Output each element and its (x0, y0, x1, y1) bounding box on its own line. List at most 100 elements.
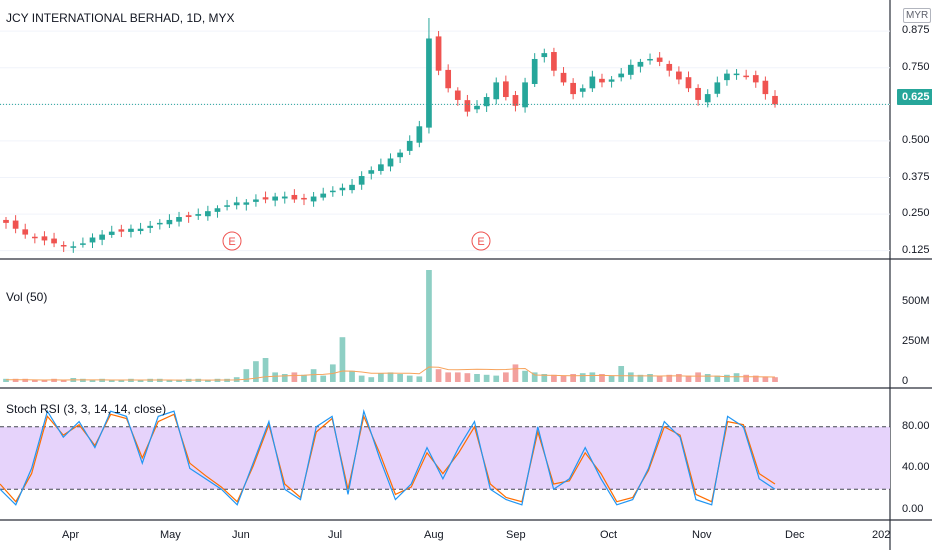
candle-body (493, 82, 500, 100)
price-tick-label: 0.875 (902, 24, 930, 37)
candle-body (627, 64, 634, 75)
volume-bar (378, 373, 384, 382)
volume-bar (599, 374, 605, 382)
volume-bar (560, 375, 567, 382)
volume-bar (752, 375, 759, 382)
volume-bar (426, 270, 432, 382)
candle-body (397, 152, 403, 158)
x-axis-label: 202 (872, 529, 891, 541)
volume-bar (387, 372, 394, 382)
candle-body (41, 236, 48, 241)
candle-body (214, 208, 221, 212)
candle-body (387, 158, 394, 167)
candle-body (570, 82, 576, 95)
candle-body (339, 187, 346, 191)
earnings-marker (222, 231, 242, 251)
volume-bar (358, 375, 365, 382)
candle-body (733, 73, 740, 76)
candle-body (3, 219, 9, 223)
volume-bar (695, 372, 701, 382)
candle-body (666, 63, 673, 71)
candle-body (454, 90, 461, 100)
volume-bar (3, 378, 9, 382)
candle-body (618, 73, 625, 78)
volume-bar (205, 379, 211, 382)
volume-bar (704, 374, 711, 382)
candle-body (349, 184, 355, 191)
candle-body (752, 75, 759, 83)
candle-body (512, 95, 519, 106)
symbol-title[interactable]: JCY INTERNATIONAL BERHAD, 1D, MYX (6, 11, 235, 25)
candle-body (762, 80, 769, 95)
candle-body (647, 58, 653, 61)
x-axis-label: Jun (232, 529, 250, 541)
price-tick-label: 0.375 (902, 170, 930, 183)
volume-bar (253, 361, 259, 382)
candle-body (99, 234, 105, 240)
currency-badge[interactable]: MYR (903, 8, 932, 23)
candle-body (320, 193, 327, 198)
candle-body (310, 196, 317, 202)
candle-body (329, 190, 336, 193)
volume-bar (445, 372, 452, 382)
volume-bar (320, 375, 327, 382)
candle-body (589, 76, 596, 89)
volume-bar (676, 374, 682, 382)
volume-title[interactable]: Vol (50) (6, 290, 48, 304)
candle-body (531, 58, 538, 84)
candle-body (281, 196, 288, 199)
volume-bar (176, 379, 182, 382)
candle-body (368, 170, 375, 174)
volume-bar (618, 366, 625, 382)
candle-body (205, 211, 211, 217)
volume-bar (272, 372, 278, 382)
volume-bar (608, 375, 615, 382)
x-axis-label: Nov (692, 529, 712, 541)
volume-bar (118, 379, 125, 382)
volume-bar (474, 374, 480, 382)
volume-bar (22, 378, 29, 382)
candle-body (445, 69, 452, 89)
volume-bar (464, 373, 471, 382)
volume-bar (743, 374, 750, 382)
candle-body (262, 197, 269, 200)
volume-bar (512, 364, 519, 382)
candle-body (118, 229, 125, 232)
candle-body (243, 202, 250, 205)
volume-bar (281, 374, 288, 382)
volume-bar (243, 369, 250, 382)
volume-bar (522, 370, 528, 382)
earnings-marker-label: E (228, 236, 235, 248)
volume-bar (579, 373, 586, 382)
candle-body (233, 202, 240, 206)
candle-body (22, 229, 29, 235)
candle-body (31, 236, 38, 239)
volume-bar (647, 374, 653, 382)
candle-body (176, 217, 182, 222)
volume-ma-line (6, 366, 776, 381)
candle-body (503, 81, 509, 98)
x-axis-label: Aug (424, 529, 444, 541)
volume-bar (80, 378, 86, 382)
candle-body (464, 100, 471, 112)
price-tick-label: 0.500 (902, 133, 930, 146)
volume-bar (541, 374, 548, 382)
volume-bar (262, 358, 269, 382)
stoch-tick-label: 0.00 (902, 503, 924, 515)
volume-bar (291, 372, 298, 382)
stoch-band (0, 426, 890, 490)
candle-body (301, 197, 307, 200)
volume-bar (301, 374, 307, 382)
volume-bar (493, 375, 500, 382)
volume-bar (416, 376, 423, 382)
candle-body (137, 228, 144, 232)
candle-body (291, 194, 298, 200)
stoch-rsi-title[interactable]: Stoch RSI (3, 3, 14, 14, close) (6, 402, 167, 416)
earnings-marker-label: E (477, 236, 484, 248)
candle-body (253, 199, 259, 202)
candle-body (560, 72, 567, 83)
candle-body (435, 36, 442, 71)
volume-bar (714, 375, 721, 382)
candle-body (416, 126, 423, 143)
